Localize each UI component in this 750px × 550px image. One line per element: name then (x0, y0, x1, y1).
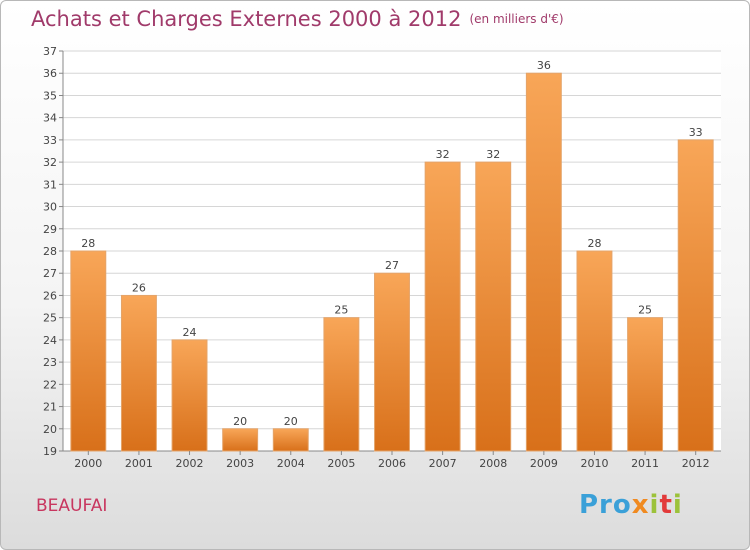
bar (424, 161, 461, 452)
bar-value-label: 24 (183, 326, 197, 339)
y-tick-label: 30 (43, 201, 57, 214)
y-tick-label: 26 (43, 289, 57, 302)
y-tick-label: 37 (43, 45, 57, 58)
bar-value-label: 20 (284, 415, 298, 428)
y-tick-label: 25 (43, 312, 57, 325)
y-tick-label: 20 (43, 423, 57, 436)
proxiti-logo: Proxiti (579, 490, 683, 520)
bar (323, 317, 360, 452)
y-tick-label: 27 (43, 267, 57, 280)
x-tick-label: 2006 (378, 457, 406, 470)
x-tick-label: 2009 (530, 457, 558, 470)
bar-value-label: 28 (587, 237, 601, 250)
bar (222, 428, 259, 452)
bar-value-label: 33 (689, 126, 703, 139)
bar (70, 250, 107, 452)
bar-value-label: 25 (638, 304, 652, 317)
bar (120, 294, 157, 452)
x-tick-label: 2011 (631, 457, 659, 470)
y-tick-label: 22 (43, 378, 57, 391)
y-tick-label: 34 (43, 112, 57, 125)
bar-value-label: 28 (81, 237, 95, 250)
bar-value-label: 20 (233, 415, 247, 428)
x-tick-label: 2007 (429, 457, 457, 470)
bar-value-label: 25 (334, 304, 348, 317)
x-tick-label: 2010 (580, 457, 608, 470)
x-tick-label: 2000 (74, 457, 102, 470)
x-tick-label: 2004 (277, 457, 305, 470)
bar-value-label: 26 (132, 281, 146, 294)
bar-value-label: 32 (436, 148, 450, 161)
town-name: BEAUFAI (36, 496, 108, 516)
chart-title: Achats et Charges Externes 2000 à 2012 (e… (31, 7, 564, 31)
x-tick-label: 2005 (327, 457, 355, 470)
bar (272, 428, 309, 452)
x-tick-label: 2003 (226, 457, 254, 470)
bar (627, 317, 664, 452)
x-tick-label: 2002 (176, 457, 204, 470)
y-tick-label: 36 (43, 67, 57, 80)
bar-value-label: 32 (486, 148, 500, 161)
bar-value-label: 36 (537, 59, 551, 72)
chart-title-text: Achats et Charges Externes 2000 à 2012 (31, 7, 462, 31)
bar (171, 339, 208, 452)
y-tick-label: 23 (43, 356, 57, 369)
y-tick-label: 19 (43, 445, 57, 458)
y-tick-label: 31 (43, 178, 57, 191)
bar (576, 250, 613, 452)
x-tick-label: 2001 (125, 457, 153, 470)
bar (525, 72, 562, 452)
bar (677, 139, 714, 452)
y-tick-label: 21 (43, 401, 57, 414)
bar (374, 272, 410, 452)
y-tick-label: 33 (43, 134, 57, 147)
bar-value-label: 27 (385, 259, 399, 272)
x-tick-label: 2012 (682, 457, 710, 470)
y-tick-label: 29 (43, 223, 57, 236)
x-tick-label: 2008 (479, 457, 507, 470)
bar (475, 161, 512, 452)
y-tick-label: 28 (43, 245, 57, 258)
y-tick-label: 32 (43, 156, 57, 169)
chart-subtitle: (en milliers d'€) (469, 12, 564, 26)
y-tick-label: 35 (43, 89, 57, 102)
y-tick-label: 24 (43, 334, 57, 347)
